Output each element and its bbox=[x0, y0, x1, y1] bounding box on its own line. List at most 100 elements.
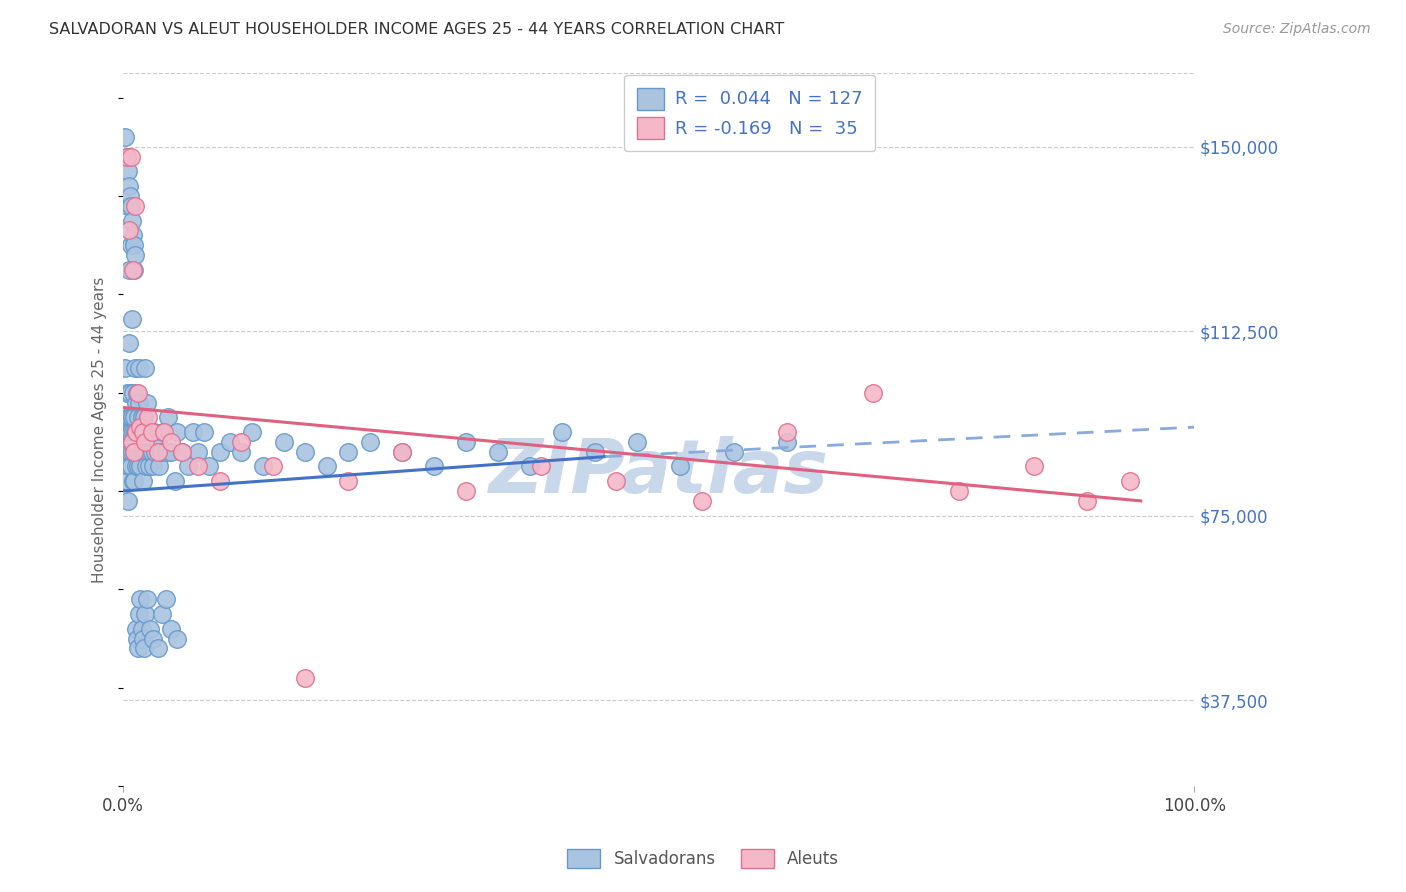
Point bbox=[120, 459, 142, 474]
Point bbox=[139, 622, 162, 636]
Point bbox=[132, 641, 155, 656]
Point bbox=[146, 641, 169, 656]
Point bbox=[948, 483, 970, 498]
Point bbox=[115, 150, 138, 164]
Point bbox=[240, 425, 263, 439]
Point bbox=[115, 150, 138, 164]
Point bbox=[127, 641, 149, 656]
Point bbox=[115, 150, 138, 164]
Point bbox=[125, 425, 148, 439]
Point bbox=[129, 420, 152, 434]
Point bbox=[359, 434, 381, 449]
Point bbox=[134, 444, 156, 458]
Point bbox=[118, 262, 141, 277]
Point bbox=[176, 459, 198, 474]
Point bbox=[115, 474, 138, 488]
Point bbox=[121, 444, 143, 458]
Point bbox=[583, 444, 606, 458]
Point bbox=[121, 213, 143, 227]
Point bbox=[136, 425, 159, 439]
Point bbox=[120, 150, 142, 164]
Point bbox=[166, 425, 188, 439]
Point bbox=[160, 444, 183, 458]
Point bbox=[128, 444, 150, 458]
Point bbox=[337, 444, 360, 458]
Point bbox=[1119, 474, 1142, 488]
Point bbox=[114, 444, 136, 458]
Point bbox=[118, 223, 141, 237]
Point bbox=[626, 434, 648, 449]
Point bbox=[127, 459, 149, 474]
Point bbox=[134, 607, 156, 621]
Point bbox=[120, 238, 142, 252]
Point bbox=[129, 592, 152, 607]
Point bbox=[134, 434, 156, 449]
Point bbox=[486, 444, 509, 458]
Point bbox=[122, 262, 145, 277]
Point bbox=[118, 189, 141, 203]
Point bbox=[152, 425, 174, 439]
Point bbox=[114, 129, 136, 144]
Text: Source: ZipAtlas.com: Source: ZipAtlas.com bbox=[1223, 22, 1371, 37]
Point bbox=[208, 444, 231, 458]
Point bbox=[135, 425, 157, 439]
Point bbox=[120, 199, 142, 213]
Point bbox=[117, 410, 139, 425]
Point bbox=[122, 474, 145, 488]
Legend: R =  0.044   N = 127, R = -0.169   N =  35: R = 0.044 N = 127, R = -0.169 N = 35 bbox=[624, 75, 876, 152]
Point bbox=[121, 410, 143, 425]
Point bbox=[166, 632, 188, 646]
Point bbox=[121, 312, 143, 326]
Y-axis label: Householder Income Ages 25 - 44 years: Householder Income Ages 25 - 44 years bbox=[93, 277, 107, 582]
Point bbox=[530, 459, 553, 474]
Point bbox=[141, 444, 163, 458]
Point bbox=[193, 425, 215, 439]
Point bbox=[122, 425, 145, 439]
Point bbox=[145, 444, 167, 458]
Point bbox=[127, 632, 149, 646]
Point bbox=[187, 444, 209, 458]
Point bbox=[163, 474, 186, 488]
Point bbox=[115, 385, 138, 400]
Point bbox=[117, 164, 139, 178]
Point bbox=[131, 632, 153, 646]
Point bbox=[121, 434, 143, 449]
Point bbox=[337, 474, 360, 488]
Point bbox=[127, 385, 149, 400]
Point bbox=[146, 444, 169, 458]
Point bbox=[454, 434, 477, 449]
Point bbox=[124, 248, 146, 262]
Point bbox=[1022, 459, 1045, 474]
Point bbox=[117, 199, 139, 213]
Point bbox=[181, 425, 204, 439]
Point bbox=[160, 622, 183, 636]
Point bbox=[118, 459, 141, 474]
Point bbox=[219, 434, 242, 449]
Point bbox=[118, 410, 141, 425]
Point bbox=[150, 607, 173, 621]
Point bbox=[122, 238, 145, 252]
Point bbox=[122, 385, 145, 400]
Point bbox=[172, 444, 194, 458]
Point bbox=[120, 425, 142, 439]
Point bbox=[129, 425, 152, 439]
Point bbox=[131, 425, 153, 439]
Point bbox=[519, 459, 541, 474]
Point bbox=[124, 444, 146, 458]
Point bbox=[208, 474, 231, 488]
Point bbox=[132, 410, 155, 425]
Point bbox=[134, 361, 156, 376]
Point bbox=[131, 622, 153, 636]
Point bbox=[391, 444, 413, 458]
Text: SALVADORAN VS ALEUT HOUSEHOLDER INCOME AGES 25 - 44 YEARS CORRELATION CHART: SALVADORAN VS ALEUT HOUSEHOLDER INCOME A… bbox=[49, 22, 785, 37]
Point bbox=[139, 444, 162, 458]
Point bbox=[723, 444, 745, 458]
Point bbox=[118, 444, 141, 458]
Point bbox=[155, 444, 177, 458]
Point bbox=[143, 425, 166, 439]
Point bbox=[125, 622, 148, 636]
Point bbox=[172, 444, 194, 458]
Point bbox=[122, 262, 145, 277]
Point bbox=[124, 361, 146, 376]
Point bbox=[135, 395, 157, 409]
